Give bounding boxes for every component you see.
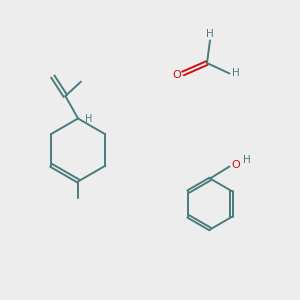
Text: H: H <box>232 68 240 79</box>
Text: H: H <box>206 29 214 39</box>
Text: H: H <box>85 113 92 124</box>
Text: O: O <box>232 160 241 170</box>
Text: H: H <box>243 155 251 165</box>
Text: O: O <box>172 70 181 80</box>
